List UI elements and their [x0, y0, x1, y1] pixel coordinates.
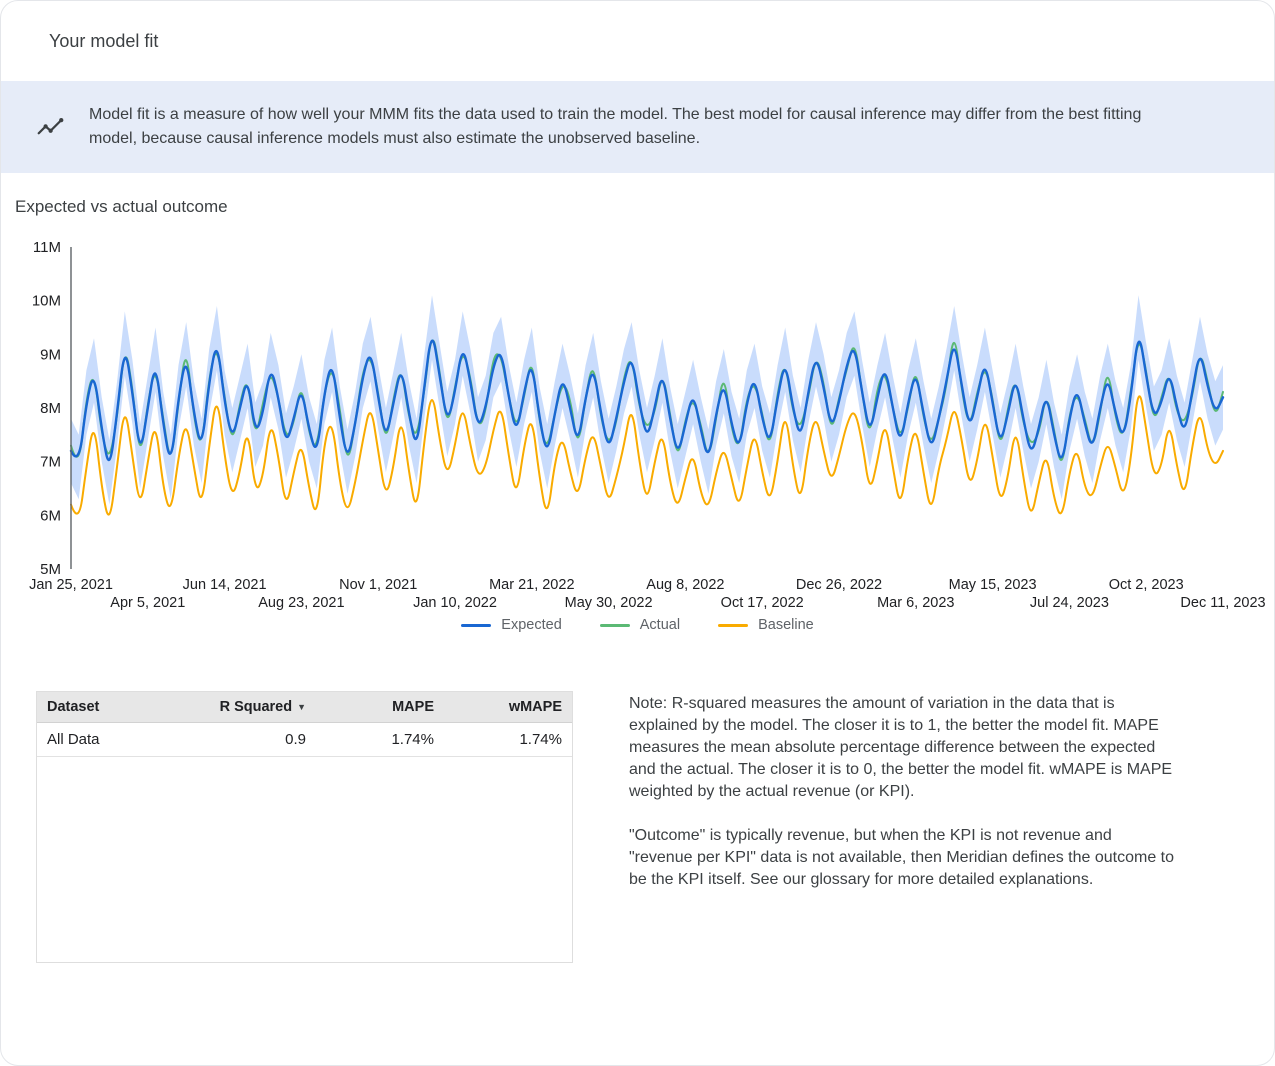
notes-text: Note: R-squared measures the amount of v… [629, 693, 1177, 913]
actual-line-swatch [599, 623, 630, 627]
column-header-wmape[interactable]: wMAPE [508, 699, 562, 715]
page-title: Your model fit [49, 30, 159, 51]
expected-line [69, 339, 1225, 462]
x-tick-label: May 15, 2023 [949, 577, 1037, 593]
x-tick-label: Nov 1, 2021 [339, 577, 417, 593]
x-tick-label: Mar 6, 2023 [877, 595, 954, 611]
y-tick-label: 9M [40, 346, 61, 363]
note-paragraph-metrics: Note: R-squared measures the amount of v… [629, 695, 1173, 800]
x-tick-label: Jun 14, 2021 [183, 577, 267, 593]
baseline-line-swatch [718, 623, 749, 627]
cell-mape: 1.74% [391, 731, 434, 748]
y-tick-label: 6M [40, 507, 61, 524]
baseline-line [70, 395, 1224, 516]
column-header-dataset[interactable]: Dataset [47, 699, 100, 715]
y-tick-label: 5M [40, 561, 61, 578]
legend-item-expected: Expected [461, 617, 562, 633]
x-tick-label: Jan 25, 2021 [29, 577, 113, 593]
x-tick-label: Jan 10, 2022 [413, 595, 497, 611]
x-tick-label: Oct 2, 2023 [1109, 577, 1184, 593]
legend-label-expected: Expected [501, 617, 562, 633]
expected-line-swatch [461, 623, 492, 627]
legend-label-baseline: Baseline [758, 617, 814, 633]
table-header-row: Dataset R Squared ▼ MAPE wMAPE [37, 692, 572, 723]
cell-dataset: All Data [47, 731, 100, 748]
confidence-band [71, 295, 1223, 505]
chart-legend: Expected Actual Baseline [1, 617, 1274, 633]
y-tick-label: 7M [40, 454, 61, 471]
legend-item-actual: Actual [599, 617, 681, 633]
note-paragraph-outcome: "Outcome" is typically revenue, but when… [629, 827, 1175, 888]
y-tick-label: 11M [33, 239, 61, 256]
column-header-r-squared[interactable]: R Squared ▼ [165, 692, 316, 722]
x-tick-label: Dec 11, 2023 [1180, 595, 1265, 611]
expected-vs-actual-chart[interactable]: 5M 6M 7M 8M 9M 10M 11M Jan 25, 2021 Apr 5, 2021 J… [1, 229, 1271, 611]
chart-section-title: Expected vs actual outcome [15, 197, 228, 216]
column-header-r-squared-label: R Squared [219, 699, 293, 715]
x-tick-label: Jul 24, 2023 [1030, 595, 1109, 611]
bottom-section: Dataset R Squared ▼ MAPE wMAPE All Data 0… [1, 691, 1274, 963]
y-tick-label: 8M [40, 400, 61, 417]
x-tick-label: Aug 23, 2021 [258, 595, 344, 611]
banner-text: Model fit is a measure of how well your … [89, 106, 1142, 147]
x-tick-label: Oct 17, 2022 [721, 595, 804, 611]
table-empty-area [37, 757, 572, 962]
x-tick-label: Mar 21, 2022 [489, 577, 574, 593]
insights-icon [33, 110, 67, 144]
x-tick-label: May 30, 2022 [565, 595, 653, 611]
x-tick-label: Dec 26, 2022 [796, 577, 882, 593]
info-banner: Model fit is a measure of how well your … [1, 81, 1274, 173]
cell-r-squared: 0.9 [285, 731, 307, 748]
legend-item-baseline: Baseline [718, 617, 814, 633]
table-row-all-data: All Data 0.9 1.74% 1.74% [37, 723, 572, 757]
column-header-mape[interactable]: MAPE [392, 699, 434, 715]
chart-section: Expected vs actual outcome 5M 6M 7M 8M 9M 10M… [1, 197, 1274, 633]
y-tick-label: 10M [32, 293, 61, 310]
x-tick-label: Aug 8, 2022 [646, 577, 724, 593]
sort-descending-icon[interactable]: ▼ [297, 702, 307, 713]
cell-wmape: 1.74% [519, 731, 562, 748]
legend-label-actual: Actual [639, 617, 681, 633]
model-fit-metrics-table: Dataset R Squared ▼ MAPE wMAPE All Data 0… [36, 691, 573, 963]
card-header: Your model fit [1, 1, 1274, 81]
x-tick-label: Apr 5, 2021 [110, 595, 185, 611]
